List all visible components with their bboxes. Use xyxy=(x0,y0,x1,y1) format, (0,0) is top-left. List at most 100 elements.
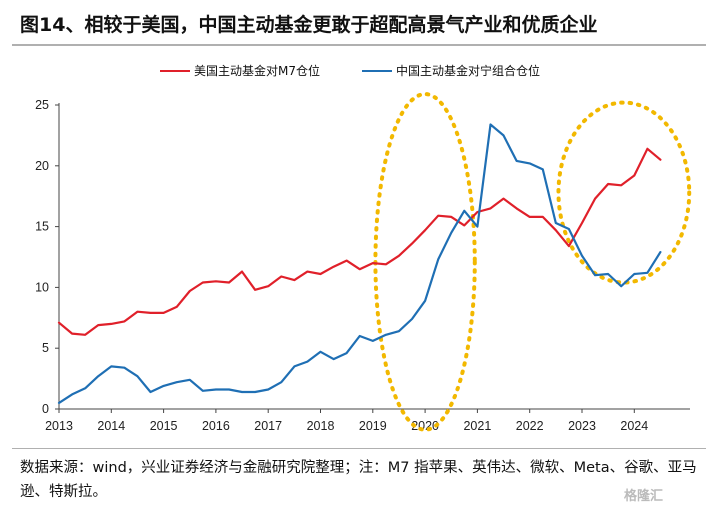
axes: 0 5 10 15 20 25 2013 2014 2015 2016 2017 2018 2019 20… xyxy=(35,98,690,433)
data-point xyxy=(594,198,596,200)
data-point xyxy=(581,222,583,224)
y-tick-label: 20 xyxy=(35,159,49,173)
y-tick-label: 15 xyxy=(35,220,49,234)
x-tick-label: 2014 xyxy=(97,419,125,433)
data-point xyxy=(372,262,374,264)
x-tick-label: 2017 xyxy=(254,419,282,433)
data-point xyxy=(411,318,413,320)
data-point xyxy=(385,334,387,336)
series-line-2 xyxy=(57,123,662,404)
data-point xyxy=(293,279,295,281)
y-tick-label: 10 xyxy=(35,280,49,294)
x-tick-label: 2015 xyxy=(150,419,178,433)
x-tick-label: 2018 xyxy=(307,419,335,433)
annotation-ellipse-1 xyxy=(373,92,477,432)
data-point xyxy=(97,375,99,377)
data-point xyxy=(633,273,635,275)
data-point xyxy=(215,388,217,391)
data-point xyxy=(424,229,426,231)
data-point xyxy=(463,210,465,212)
data-point xyxy=(332,266,335,268)
data-point xyxy=(332,358,335,360)
data-point xyxy=(136,375,139,377)
data-point xyxy=(149,391,152,393)
data-point xyxy=(385,263,387,265)
data-point xyxy=(110,323,112,325)
data-point xyxy=(411,243,413,245)
data-point xyxy=(241,391,243,393)
data-point xyxy=(555,229,557,231)
data-point xyxy=(176,306,178,308)
data-point xyxy=(280,275,282,278)
chart-title: 图14、相较于美国，中国主动基金更敢于超配高景气产业和优质企业 xyxy=(20,14,598,36)
data-point xyxy=(489,123,492,126)
data-point xyxy=(502,198,505,200)
watermark: 格隆汇 xyxy=(624,489,664,504)
data-point xyxy=(450,216,452,218)
data-point xyxy=(254,391,256,393)
data-point xyxy=(659,251,662,253)
data-point xyxy=(280,381,282,383)
data-point xyxy=(267,388,269,391)
data-point xyxy=(58,402,60,404)
data-point xyxy=(529,162,531,164)
x-tick-label: 2019 xyxy=(359,419,387,433)
data-point xyxy=(646,148,648,150)
data-point xyxy=(607,183,609,185)
data-point xyxy=(646,272,648,274)
data-point xyxy=(346,260,348,262)
data-point xyxy=(189,379,191,381)
data-point xyxy=(516,160,518,162)
data-point xyxy=(359,268,361,270)
data-point xyxy=(319,351,322,353)
y-tick-label: 25 xyxy=(35,98,49,112)
data-point xyxy=(633,174,635,177)
data-point xyxy=(398,255,400,257)
data-point xyxy=(372,340,374,342)
y-tick-label: 5 xyxy=(42,341,49,355)
line-chart: 美国主动基金对M7仓位 中国主动基金对宁组合仓位 0 5 10 15 20 25 2013 20… xyxy=(35,63,692,433)
annotation-ellipses xyxy=(373,92,692,432)
data-point xyxy=(542,168,544,171)
data-point xyxy=(149,312,152,314)
data-point xyxy=(71,393,73,396)
title-divider xyxy=(12,44,706,46)
data-point xyxy=(202,390,204,392)
data-point xyxy=(359,335,361,337)
data-point xyxy=(306,270,309,273)
data-point xyxy=(476,211,478,213)
series-lines xyxy=(57,123,662,404)
legend: 美国主动基金对M7仓位 中国主动基金对宁组合仓位 xyxy=(160,63,540,78)
data-point xyxy=(189,290,191,292)
x-tick-label: 2020 xyxy=(411,419,439,433)
data-point xyxy=(542,216,544,218)
data-point xyxy=(437,258,439,261)
data-point xyxy=(346,352,348,354)
data-point xyxy=(319,273,322,275)
data-point xyxy=(84,334,86,336)
data-point xyxy=(450,232,452,234)
data-point xyxy=(267,285,269,287)
data-point xyxy=(620,184,622,186)
x-tick-label: 2013 xyxy=(45,419,73,433)
data-point xyxy=(516,207,518,209)
x-tick-label: 2021 xyxy=(463,419,491,433)
data-point xyxy=(163,385,165,387)
data-point xyxy=(97,324,99,326)
data-point xyxy=(437,215,439,217)
data-point xyxy=(620,285,622,287)
legend-label-1: 美国主动基金对M7仓位 xyxy=(194,63,320,78)
data-point xyxy=(293,365,295,368)
data-point xyxy=(607,273,609,275)
legend-label-2: 中国主动基金对宁组合仓位 xyxy=(396,63,540,78)
data-point xyxy=(254,289,256,291)
data-point xyxy=(163,312,165,314)
data-point xyxy=(202,281,204,284)
data-point xyxy=(306,360,309,363)
data-point xyxy=(228,281,230,284)
source-note: 数据来源：wind，兴业证券经济与金融研究院整理；注：M7 指苹果、英伟达、微软… xyxy=(20,460,697,500)
data-point xyxy=(123,320,125,323)
data-point xyxy=(489,207,492,209)
data-point xyxy=(659,159,662,161)
data-point xyxy=(594,274,596,276)
